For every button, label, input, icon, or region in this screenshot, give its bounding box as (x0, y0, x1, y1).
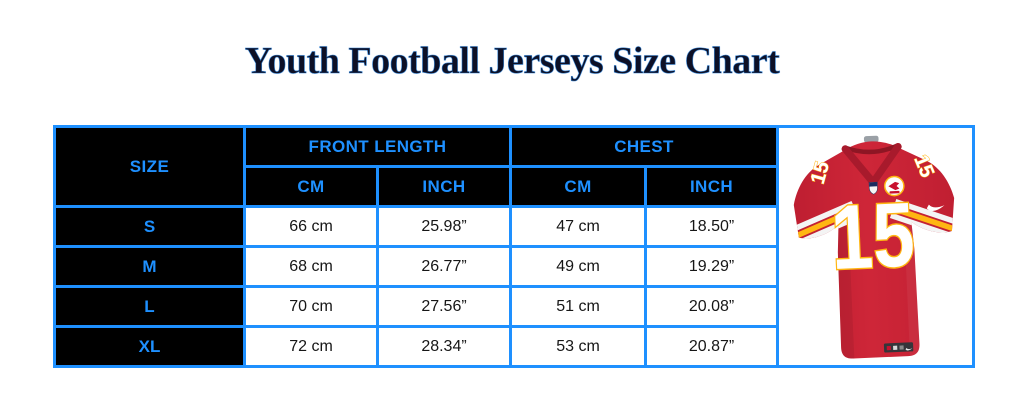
size-cell-xl: XL (53, 325, 246, 368)
front-cm-cell: 68 cm (243, 245, 379, 288)
front-inch-cell: 26.77” (375, 245, 513, 288)
chest-inch-cell: 20.87” (644, 325, 780, 368)
table-row: S 66 cm 25.98” 47 cm 18.50” (53, 205, 974, 248)
chest-cm-cell: 53 cm (509, 325, 648, 368)
front-length-group-header: FRONT LENGTH (242, 125, 513, 168)
chest-cm-subheader: CM (509, 165, 648, 208)
chest-inch-cell: 18.50” (644, 205, 780, 248)
team-patch-icon (883, 175, 905, 196)
table-header-row-groups: SIZE FRONT LENGTH CHEST (53, 125, 976, 368)
jocktag (883, 341, 913, 353)
chest-inch-cell: 19.29” (644, 245, 780, 288)
hanger-loop (863, 135, 879, 143)
collar-back (844, 143, 898, 154)
jersey-product-image-cell: 15 15 15 (776, 125, 976, 368)
front-length-cm-subheader: CM (243, 165, 379, 208)
size-chart-table: SIZE FRONT LENGTH CHEST (53, 125, 976, 368)
chest-inch-cell: 20.08” (644, 285, 780, 328)
front-cm-cell: 66 cm (243, 205, 379, 248)
chest-inch-subheader: INCH (644, 165, 780, 208)
front-inch-cell: 28.34” (375, 325, 513, 368)
front-length-inch-subheader: INCH (375, 165, 513, 208)
jersey-image: 15 15 15 (790, 135, 961, 359)
front-cm-cell: 70 cm (243, 285, 379, 328)
page-title: Youth Football Jerseys Size Chart (244, 40, 780, 82)
chest-group-header: CHEST (509, 125, 780, 168)
chest-cm-cell: 47 cm (509, 205, 648, 248)
front-inch-cell: 25.98” (375, 205, 513, 248)
size-cell-s: S (53, 205, 246, 248)
front-cm-cell: 72 cm (243, 325, 379, 368)
chest-cm-cell: 51 cm (509, 285, 648, 328)
table-row: XL 72 cm 28.34” 53 cm 20.87” (53, 325, 974, 368)
front-inch-cell: 27.56” (375, 285, 513, 328)
size-cell-l: L (53, 285, 246, 328)
nfl-shield-icon (868, 181, 878, 195)
size-column-header: SIZE (53, 125, 246, 208)
jersey-body (793, 140, 954, 359)
chest-cm-cell: 49 cm (509, 245, 648, 288)
page: Youth Football Jerseys Size Chart SIZE F… (0, 42, 1024, 368)
table-row: M 68 cm 26.77” 49 cm 19.29” (53, 245, 974, 288)
nike-swoosh-icon (926, 204, 944, 211)
table-row: L 70 cm 27.56” 51 cm 20.08” (53, 285, 974, 328)
chest-number: 15 (828, 183, 916, 288)
size-cell-m: M (53, 245, 246, 288)
table-header-row-units: CM INCH CM INCH (55, 165, 974, 208)
